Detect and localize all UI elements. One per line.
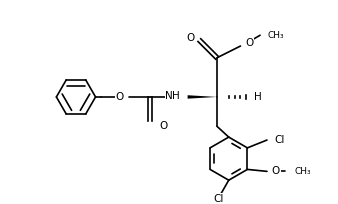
Text: CH₃: CH₃ [268,31,285,40]
Text: O: O [116,92,124,102]
Text: CH₃: CH₃ [294,167,311,176]
Text: H: H [172,91,180,101]
Text: N: N [165,91,173,101]
Text: O: O [159,121,167,131]
Text: Cl: Cl [275,135,285,145]
Text: O: O [186,33,194,43]
Text: H: H [254,92,262,102]
Text: O: O [245,38,254,48]
Polygon shape [188,95,217,99]
Text: O: O [272,166,280,176]
Text: Cl: Cl [214,194,224,204]
